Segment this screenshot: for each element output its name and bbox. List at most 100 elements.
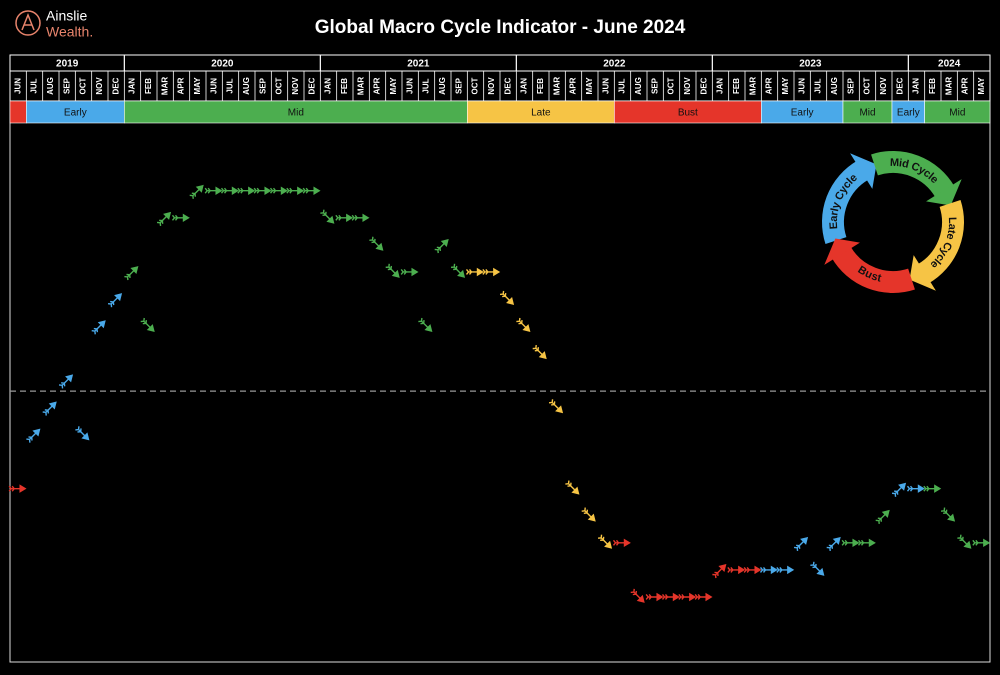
month-label: MAY (193, 77, 202, 95)
month-label: MAR (748, 77, 757, 95)
logo-line1: Ainslie (46, 8, 87, 24)
month-label: OCT (79, 77, 88, 94)
cycle-arrow (107, 293, 123, 308)
cycle-arrow (156, 211, 172, 227)
legend-arrowhead (850, 153, 877, 189)
month-label: MAY (585, 77, 594, 95)
cycle-arrow (58, 374, 74, 389)
legend-arc (831, 246, 915, 293)
year-label: 2024 (938, 59, 961, 70)
chart-title: Global Macro Cycle Indicator - June 2024 (315, 17, 686, 38)
month-label: MAR (356, 77, 365, 95)
legend-arrowhead (824, 238, 860, 265)
cycle-arrow (482, 267, 501, 277)
cycle-arrow (400, 267, 419, 277)
plot: 2019 2020 2021 2022 2023 2024 JUN JUL AUG SEP OCT N… (8, 54, 991, 663)
month-label: NOV (487, 77, 496, 95)
logo-mark (21, 12, 35, 31)
cycle-arrow (499, 290, 515, 305)
month-label: DEC (699, 77, 708, 94)
month-label: JUL (30, 78, 39, 93)
cycle-arrow (727, 565, 746, 575)
cycle-arrow (171, 213, 190, 223)
month-label: AUG (242, 77, 251, 95)
cycle-arrow (220, 186, 239, 195)
cycle-arrow (8, 484, 27, 493)
cycle-arrow (906, 484, 925, 493)
year-label: 2021 (407, 59, 430, 70)
month-label: JUN (797, 78, 806, 94)
month-label: MAR (160, 77, 169, 95)
month-label: JUL (814, 78, 823, 93)
cycle-arrow (434, 238, 449, 254)
cycle-arrow (91, 320, 106, 335)
cycle-arrow (743, 565, 762, 575)
cycle-arrow (972, 538, 991, 548)
cycle-arrow (597, 534, 613, 549)
month-label: NOV (291, 77, 300, 95)
month-label: DEC (503, 77, 512, 94)
cycle-arrow (286, 186, 305, 195)
cycle-arrow (204, 186, 223, 195)
month-label: APR (765, 77, 774, 94)
cycle-arrow (26, 428, 41, 443)
cycle-arrow (841, 538, 860, 548)
year-label: 2019 (56, 59, 79, 70)
month-label: SEP (650, 77, 659, 94)
phase-label: Early (791, 108, 814, 119)
phase-band (9, 100, 27, 124)
month-label: NOV (879, 77, 888, 95)
cycle-arrow (548, 399, 564, 414)
cycle-arrow (253, 186, 272, 195)
logo-line2: Wealth. (46, 24, 93, 40)
cycle-arrow (465, 267, 484, 277)
cycle-arrow (891, 482, 907, 497)
cycle-arrow (565, 480, 580, 495)
month-label: AUG (634, 77, 643, 95)
month-label: APR (373, 77, 382, 94)
month-label: MAR (944, 77, 953, 95)
cycle-arrow (320, 209, 335, 224)
cycle-arrow (857, 538, 876, 548)
cycle-arrow (124, 266, 139, 281)
cycle-arrow (923, 484, 942, 493)
phase-label: Mid (949, 108, 965, 119)
year-cell (907, 54, 991, 72)
month-label: FEB (928, 78, 937, 94)
year-label: 2020 (211, 59, 234, 70)
cycle-arrow (940, 507, 956, 522)
cycle-arrow (645, 592, 664, 602)
cycle-arrow (351, 213, 370, 223)
cycle-arrow (516, 317, 531, 333)
phase-band (924, 100, 991, 124)
month-label: MAR (552, 77, 561, 95)
month-label: APR (569, 77, 578, 94)
month-label: OCT (471, 77, 480, 94)
cycle-arrow (759, 565, 778, 575)
cycle-arrow (269, 186, 288, 195)
month-label: NOV (683, 77, 692, 95)
phase-label: Early (897, 108, 920, 119)
month-label: DEC (895, 77, 904, 94)
month-label: SEP (258, 77, 267, 94)
month-label: MAY (781, 77, 790, 95)
cycle-arrow (418, 317, 433, 333)
cycle-arrow (42, 401, 57, 416)
cycle-arrow (385, 263, 400, 278)
cycle-arrow (581, 507, 596, 522)
month-label: SEP (454, 77, 463, 94)
cycle-arrow (793, 536, 809, 552)
cycle-arrow (630, 588, 645, 603)
month-label: OCT (275, 77, 284, 94)
phase-label: Mid (288, 108, 304, 119)
cycle-arrow (776, 565, 795, 575)
month-label: OCT (863, 77, 872, 94)
cycle-arrow (532, 345, 547, 360)
logo: Ainslie Wealth. (15, 8, 93, 40)
month-label: JUL (422, 78, 431, 93)
phase-label: Mid (859, 108, 875, 119)
cycle-arrow (875, 509, 890, 524)
cycle-arrow (694, 592, 713, 602)
cycle-arrow (140, 317, 155, 333)
legend-arc (871, 151, 955, 198)
